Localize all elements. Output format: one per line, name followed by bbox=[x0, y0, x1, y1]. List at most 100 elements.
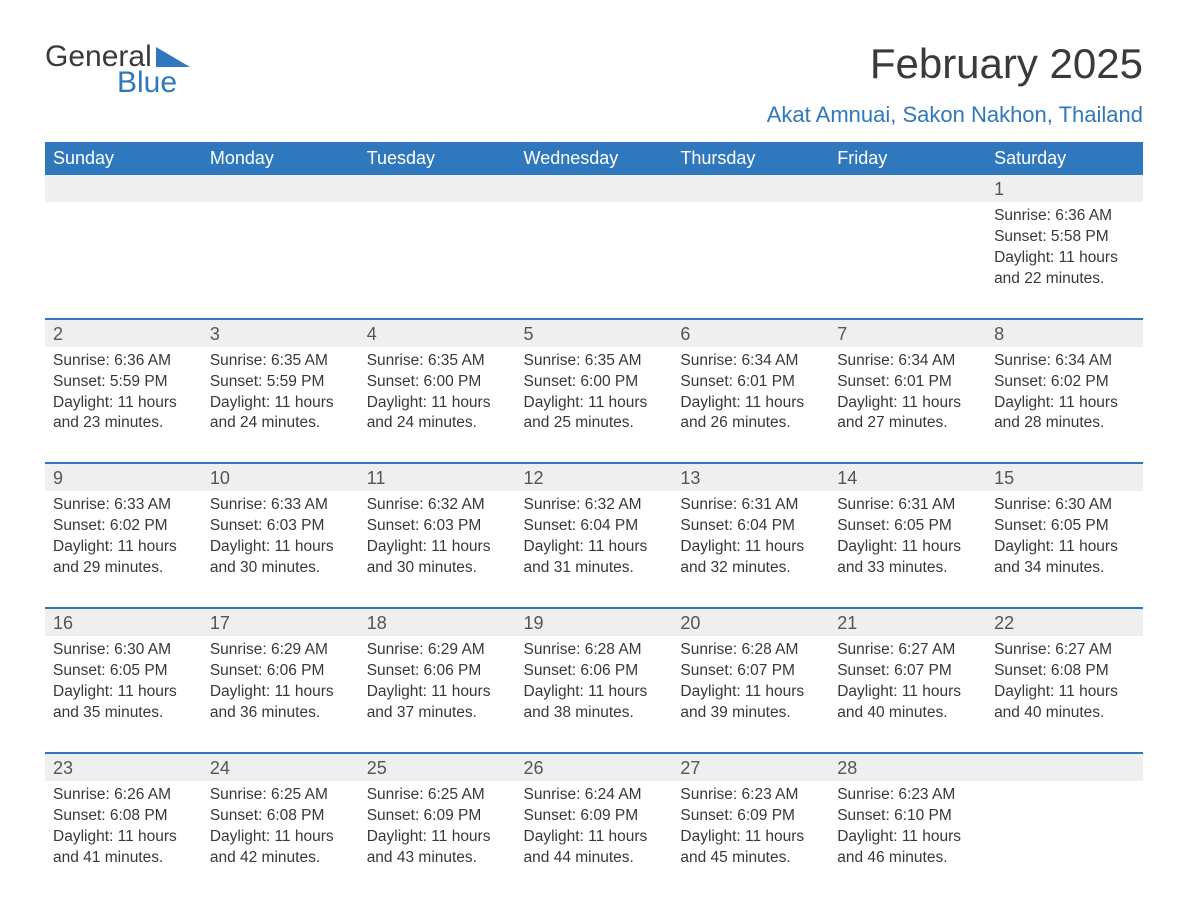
daylight-line: Daylight: 11 hours and 24 minutes. bbox=[367, 393, 508, 435]
day-detail-cell: Sunrise: 6:31 AMSunset: 6:04 PMDaylight:… bbox=[672, 491, 829, 608]
day-number-cell: 23 bbox=[45, 754, 202, 781]
sunset-line: Sunset: 6:02 PM bbox=[53, 516, 194, 537]
day-number-cell: 21 bbox=[829, 609, 986, 636]
day-detail-cell: Sunrise: 6:28 AMSunset: 6:06 PMDaylight:… bbox=[516, 636, 673, 753]
daylight-line: Daylight: 11 hours and 38 minutes. bbox=[524, 682, 665, 724]
day-detail-cell: Sunrise: 6:27 AMSunset: 6:07 PMDaylight:… bbox=[829, 636, 986, 753]
sunset-line: Sunset: 6:04 PM bbox=[524, 516, 665, 537]
sunrise-line: Sunrise: 6:33 AM bbox=[210, 495, 351, 516]
day-number-cell: 4 bbox=[359, 320, 516, 347]
day-detail-cell: Sunrise: 6:35 AMSunset: 6:00 PMDaylight:… bbox=[516, 347, 673, 464]
daylight-line: Daylight: 11 hours and 31 minutes. bbox=[524, 537, 665, 579]
sunset-line: Sunset: 6:00 PM bbox=[524, 372, 665, 393]
weekday-header: Saturday bbox=[986, 142, 1143, 175]
sunrise-line: Sunrise: 6:35 AM bbox=[210, 351, 351, 372]
flag-icon bbox=[156, 47, 190, 67]
sunrise-line: Sunrise: 6:35 AM bbox=[367, 351, 508, 372]
day-detail-cell: Sunrise: 6:33 AMSunset: 6:03 PMDaylight:… bbox=[202, 491, 359, 608]
sunset-line: Sunset: 5:58 PM bbox=[994, 227, 1135, 248]
sunset-line: Sunset: 6:01 PM bbox=[680, 372, 821, 393]
daylight-line: Daylight: 11 hours and 39 minutes. bbox=[680, 682, 821, 724]
day-detail-cell: Sunrise: 6:25 AMSunset: 6:09 PMDaylight:… bbox=[359, 781, 516, 879]
day-number-cell: 22 bbox=[986, 609, 1143, 636]
daylight-line: Daylight: 11 hours and 34 minutes. bbox=[994, 537, 1135, 579]
day-number-cell: 14 bbox=[829, 464, 986, 491]
day-number-cell: 2 bbox=[45, 320, 202, 347]
sunset-line: Sunset: 5:59 PM bbox=[53, 372, 194, 393]
day-number-cell bbox=[672, 175, 829, 202]
day-detail-cell: Sunrise: 6:35 AMSunset: 6:00 PMDaylight:… bbox=[359, 347, 516, 464]
sunrise-line: Sunrise: 6:23 AM bbox=[680, 785, 821, 806]
daylight-line: Daylight: 11 hours and 32 minutes. bbox=[680, 537, 821, 579]
day-number-cell: 19 bbox=[516, 609, 673, 636]
sunset-line: Sunset: 6:04 PM bbox=[680, 516, 821, 537]
day-detail-cell: Sunrise: 6:26 AMSunset: 6:08 PMDaylight:… bbox=[45, 781, 202, 879]
sunrise-line: Sunrise: 6:23 AM bbox=[837, 785, 978, 806]
day-number-cell bbox=[45, 175, 202, 202]
day-number-cell bbox=[829, 175, 986, 202]
sunset-line: Sunset: 6:00 PM bbox=[367, 372, 508, 393]
daylight-line: Daylight: 11 hours and 23 minutes. bbox=[53, 393, 194, 435]
day-number-cell: 1 bbox=[986, 175, 1143, 202]
sunrise-line: Sunrise: 6:30 AM bbox=[53, 640, 194, 661]
daylight-line: Daylight: 11 hours and 25 minutes. bbox=[524, 393, 665, 435]
daylight-line: Daylight: 11 hours and 43 minutes. bbox=[367, 827, 508, 869]
daylight-line: Daylight: 11 hours and 33 minutes. bbox=[837, 537, 978, 579]
sunset-line: Sunset: 6:10 PM bbox=[837, 806, 978, 827]
daylight-line: Daylight: 11 hours and 29 minutes. bbox=[53, 537, 194, 579]
day-detail-cell: Sunrise: 6:34 AMSunset: 6:02 PMDaylight:… bbox=[986, 347, 1143, 464]
sunset-line: Sunset: 6:08 PM bbox=[994, 661, 1135, 682]
day-detail-row: Sunrise: 6:36 AMSunset: 5:58 PMDaylight:… bbox=[45, 202, 1143, 319]
day-number-row: 2345678 bbox=[45, 320, 1143, 347]
page-header: General Blue February 2025 Akat Amnuai, … bbox=[45, 40, 1143, 128]
day-number-cell bbox=[202, 175, 359, 202]
day-detail-cell: Sunrise: 6:35 AMSunset: 5:59 PMDaylight:… bbox=[202, 347, 359, 464]
day-number-row: 9101112131415 bbox=[45, 464, 1143, 491]
sunrise-line: Sunrise: 6:28 AM bbox=[524, 640, 665, 661]
sunrise-line: Sunrise: 6:32 AM bbox=[524, 495, 665, 516]
day-number-cell bbox=[516, 175, 673, 202]
sunrise-line: Sunrise: 6:26 AM bbox=[53, 785, 194, 806]
day-detail-row: Sunrise: 6:36 AMSunset: 5:59 PMDaylight:… bbox=[45, 347, 1143, 464]
page-subtitle: Akat Amnuai, Sakon Nakhon, Thailand bbox=[767, 102, 1143, 128]
day-detail-cell: Sunrise: 6:36 AMSunset: 5:59 PMDaylight:… bbox=[45, 347, 202, 464]
day-number-cell: 7 bbox=[829, 320, 986, 347]
sunrise-line: Sunrise: 6:34 AM bbox=[680, 351, 821, 372]
day-detail-cell bbox=[516, 202, 673, 319]
sunset-line: Sunset: 6:01 PM bbox=[837, 372, 978, 393]
day-number-cell: 13 bbox=[672, 464, 829, 491]
sunrise-line: Sunrise: 6:36 AM bbox=[994, 206, 1135, 227]
daylight-line: Daylight: 11 hours and 30 minutes. bbox=[210, 537, 351, 579]
day-detail-row: Sunrise: 6:33 AMSunset: 6:02 PMDaylight:… bbox=[45, 491, 1143, 608]
day-number-row: 16171819202122 bbox=[45, 609, 1143, 636]
sunrise-line: Sunrise: 6:29 AM bbox=[367, 640, 508, 661]
day-detail-cell: Sunrise: 6:23 AMSunset: 6:09 PMDaylight:… bbox=[672, 781, 829, 879]
day-number-cell: 10 bbox=[202, 464, 359, 491]
sunset-line: Sunset: 6:08 PM bbox=[53, 806, 194, 827]
sunset-line: Sunset: 6:07 PM bbox=[837, 661, 978, 682]
sunrise-line: Sunrise: 6:35 AM bbox=[524, 351, 665, 372]
daylight-line: Daylight: 11 hours and 37 minutes. bbox=[367, 682, 508, 724]
sunset-line: Sunset: 6:05 PM bbox=[994, 516, 1135, 537]
sunset-line: Sunset: 6:05 PM bbox=[837, 516, 978, 537]
sunset-line: Sunset: 6:06 PM bbox=[524, 661, 665, 682]
day-detail-cell: Sunrise: 6:33 AMSunset: 6:02 PMDaylight:… bbox=[45, 491, 202, 608]
sunset-line: Sunset: 6:09 PM bbox=[367, 806, 508, 827]
day-detail-cell bbox=[359, 202, 516, 319]
sunrise-line: Sunrise: 6:34 AM bbox=[994, 351, 1135, 372]
weekday-header-row: SundayMondayTuesdayWednesdayThursdayFrid… bbox=[45, 142, 1143, 175]
daylight-line: Daylight: 11 hours and 28 minutes. bbox=[994, 393, 1135, 435]
sunset-line: Sunset: 5:59 PM bbox=[210, 372, 351, 393]
day-detail-cell: Sunrise: 6:32 AMSunset: 6:03 PMDaylight:… bbox=[359, 491, 516, 608]
day-number-cell: 9 bbox=[45, 464, 202, 491]
weekday-header: Monday bbox=[202, 142, 359, 175]
day-number-cell: 12 bbox=[516, 464, 673, 491]
day-detail-cell bbox=[829, 202, 986, 319]
day-number-cell: 6 bbox=[672, 320, 829, 347]
sunrise-line: Sunrise: 6:28 AM bbox=[680, 640, 821, 661]
sunrise-line: Sunrise: 6:25 AM bbox=[367, 785, 508, 806]
day-number-cell: 3 bbox=[202, 320, 359, 347]
weekday-header: Friday bbox=[829, 142, 986, 175]
sunrise-line: Sunrise: 6:36 AM bbox=[53, 351, 194, 372]
sunrise-line: Sunrise: 6:27 AM bbox=[994, 640, 1135, 661]
